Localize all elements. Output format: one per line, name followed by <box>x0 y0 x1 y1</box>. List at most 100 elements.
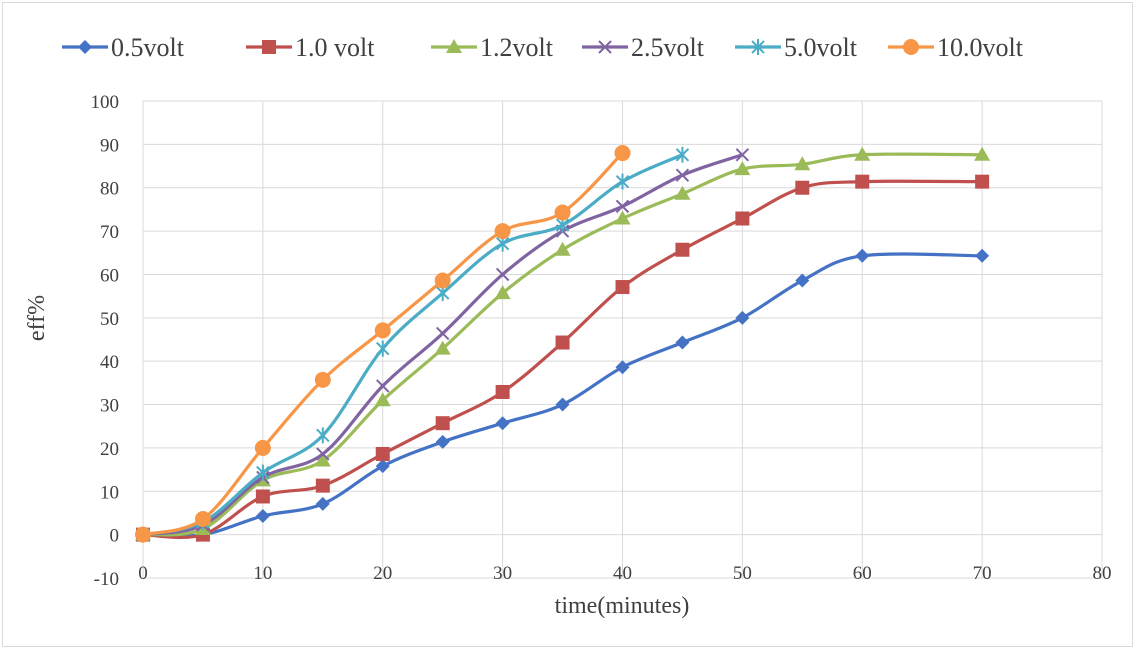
series-4-marker <box>615 173 630 190</box>
series-0-marker <box>675 335 690 350</box>
y-tick-label: 50 <box>100 309 119 330</box>
series-4 <box>136 146 690 543</box>
series-5-marker <box>194 511 211 528</box>
x-tick-label: 10 <box>253 563 272 584</box>
series-0-marker <box>555 397 570 412</box>
series-0-marker <box>735 310 750 325</box>
series-5-marker <box>494 223 511 240</box>
legend-item-5-marker <box>903 39 919 55</box>
series-1-marker <box>795 180 810 195</box>
series-5-marker <box>374 322 391 339</box>
series-2-marker <box>794 156 811 171</box>
legend-item-3: 2.5volt <box>582 33 705 62</box>
y-tick-label: 80 <box>100 179 119 200</box>
series-2-marker <box>674 185 691 200</box>
legend-item-3-marker <box>598 40 612 54</box>
y-tick-label: 0 <box>110 526 120 547</box>
y-axis-ticks: -10 0 10 20 30 40 50 60 70 80 90 100 <box>91 92 120 590</box>
series-2-marker <box>314 452 331 467</box>
series-5-marker <box>254 439 271 456</box>
series-0-marker <box>855 248 870 263</box>
series-0-marker <box>255 508 270 523</box>
grid <box>142 100 1103 579</box>
series-1-marker <box>315 478 330 493</box>
legend: 0.5volt 1.0 volt 1.2volt 2.5volt 5.0volt 10.0… <box>62 33 1024 62</box>
legend-item-2-marker <box>446 39 462 53</box>
legend-item-1-label: 1.0 volt <box>295 33 375 62</box>
x-tick-label: 60 <box>853 563 872 584</box>
legend-item-0-label: 0.5volt <box>111 33 185 62</box>
series-1-marker <box>255 489 270 504</box>
series-5-marker <box>614 145 631 162</box>
x-axis-title: time(minutes) <box>555 593 690 619</box>
series-5-marker <box>434 272 451 289</box>
y-tick-label: 30 <box>100 396 119 417</box>
series-1-marker <box>975 174 990 189</box>
legend-item-5-label: 10.0volt <box>937 33 1024 62</box>
x-tick-label: 0 <box>138 563 148 584</box>
legend-item-2-label: 1.2volt <box>480 33 554 62</box>
legend-item-3-label: 2.5volt <box>631 33 705 62</box>
x-tick-label: 30 <box>493 563 512 584</box>
legend-item-4-label: 5.0volt <box>784 33 858 62</box>
series-0-marker <box>795 273 810 288</box>
series-3-marker <box>675 168 690 182</box>
series-0-marker <box>495 416 510 431</box>
y-tick-label: 40 <box>100 352 119 373</box>
x-tick-label: 80 <box>1093 563 1112 584</box>
series-2 <box>135 146 991 541</box>
y-tick-label: 20 <box>100 439 119 460</box>
series-3-marker <box>435 326 450 341</box>
legend-item-2: 1.2volt <box>431 33 554 62</box>
series-3-marker <box>615 199 630 214</box>
series-2-marker <box>614 210 631 225</box>
x-tick-label: 40 <box>613 563 632 584</box>
series-3-marker <box>735 148 750 162</box>
series-5-marker <box>135 526 151 543</box>
series-2-marker <box>854 146 871 161</box>
series-0-marker <box>615 360 630 375</box>
series-4-marker <box>256 464 270 481</box>
x-tick-label: 50 <box>733 563 752 584</box>
series-4-marker <box>316 427 330 444</box>
series-1-marker <box>735 211 750 226</box>
legend-item-1: 1.0 volt <box>246 33 375 62</box>
series-1-marker <box>495 384 510 399</box>
series-4-marker <box>675 146 690 163</box>
series-1-marker <box>855 174 870 189</box>
series-4-marker <box>376 340 390 357</box>
series-0-marker <box>315 496 330 511</box>
series-3-marker <box>495 267 510 282</box>
series-0-marker <box>975 248 990 263</box>
series-2-marker <box>554 241 571 256</box>
series-0-marker <box>435 434 450 449</box>
series-2-marker <box>434 340 451 355</box>
series-4-line <box>142 153 684 537</box>
legend-item-0-marker <box>78 40 92 54</box>
legend-item-5: 10.0volt <box>888 33 1024 62</box>
x-tick-label: 20 <box>373 563 392 584</box>
series-5-marker <box>314 371 331 388</box>
series-5 <box>135 145 631 543</box>
series-1-marker <box>555 335 570 350</box>
y-tick-label: 70 <box>100 222 119 243</box>
series-lines <box>135 145 991 543</box>
y-tick-label: 100 <box>91 92 120 113</box>
series-1-marker <box>375 446 390 461</box>
series-1-marker <box>675 242 690 257</box>
y-tick-label: 10 <box>100 482 119 503</box>
series-2-marker <box>974 146 991 161</box>
legend-item-4-marker <box>751 39 765 55</box>
y-tick-label: -10 <box>94 569 119 590</box>
legend-item-4: 5.0volt <box>735 33 858 62</box>
series-2-marker <box>734 161 751 176</box>
series-2-marker <box>494 285 511 300</box>
x-tick-label: 70 <box>973 563 992 584</box>
y-axis-title: eff% <box>24 295 50 341</box>
y-tick-label: 90 <box>100 135 119 156</box>
series-1-marker <box>615 280 630 295</box>
legend-item-1-marker <box>262 40 276 54</box>
